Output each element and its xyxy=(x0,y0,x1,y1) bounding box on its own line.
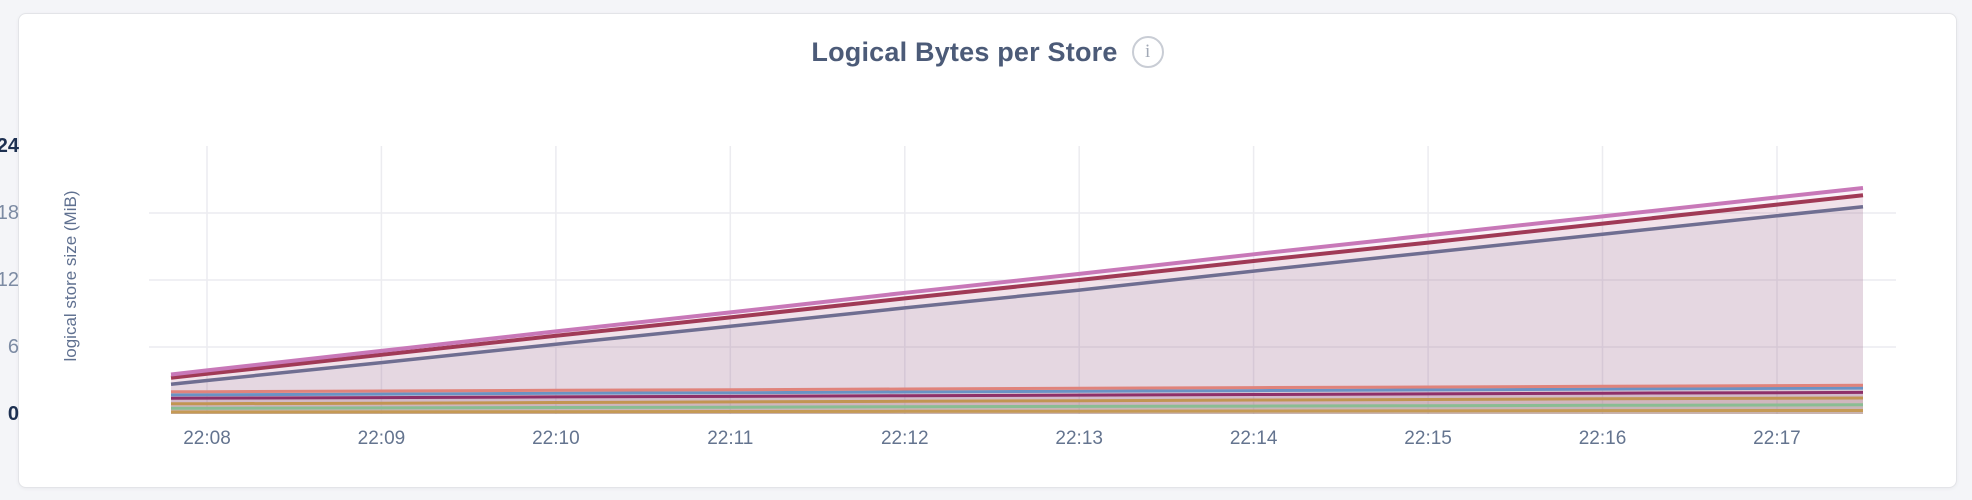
series-line-store-blue xyxy=(170,386,1864,397)
x-tick-label-22:11: 22:11 xyxy=(707,428,754,449)
series-line-store-gold xyxy=(170,396,1864,406)
y-tick-label-18: 18 xyxy=(0,202,19,224)
x-tick-label-22:17: 22:17 xyxy=(1753,428,1801,449)
chart-title: Logical Bytes per Store xyxy=(811,36,1118,67)
y-tick-label-0: 0 xyxy=(7,403,19,425)
y-tick-label-12: 12 xyxy=(0,269,19,291)
chart-header: Logical Bytes per Store i xyxy=(19,36,1956,68)
series-line-store-salmon xyxy=(170,383,1864,394)
series-area-store-pink xyxy=(171,188,1863,414)
y-axis-title: logical store size (MiB) xyxy=(61,190,80,362)
plot-area[interactable] xyxy=(149,146,1896,414)
series-area-store-purple xyxy=(171,206,1863,414)
x-tick-label-22:08: 22:08 xyxy=(183,428,231,449)
x-tick-label-22:16: 22:16 xyxy=(1578,428,1627,449)
x-tick-label-22:10: 22:10 xyxy=(532,428,580,449)
y-tick-label-6: 6 xyxy=(7,336,19,358)
x-tick-label-22:09: 22:09 xyxy=(357,428,406,449)
x-tick-label-22:12: 22:12 xyxy=(880,428,929,449)
y-tick-label-24: 24 xyxy=(0,135,19,157)
x-tick-label-22:13: 22:13 xyxy=(1055,428,1103,449)
x-tick-label-22:14: 22:14 xyxy=(1229,428,1278,449)
series-line-store-crimson xyxy=(170,193,1864,380)
x-tick-label-22:15: 22:15 xyxy=(1404,428,1452,449)
series-line-store-maroon xyxy=(170,390,1864,400)
series-line-store-tan xyxy=(171,409,1863,414)
chart-card: Logical Bytes per Store i logical store … xyxy=(0,13,1957,488)
series-line-store-green xyxy=(170,403,1864,410)
series-line-store-pink xyxy=(170,186,1864,377)
series-line-store-purple xyxy=(170,204,1864,386)
info-icon[interactable]: i xyxy=(1131,36,1164,68)
info-icon-glyph: i xyxy=(1144,41,1151,62)
